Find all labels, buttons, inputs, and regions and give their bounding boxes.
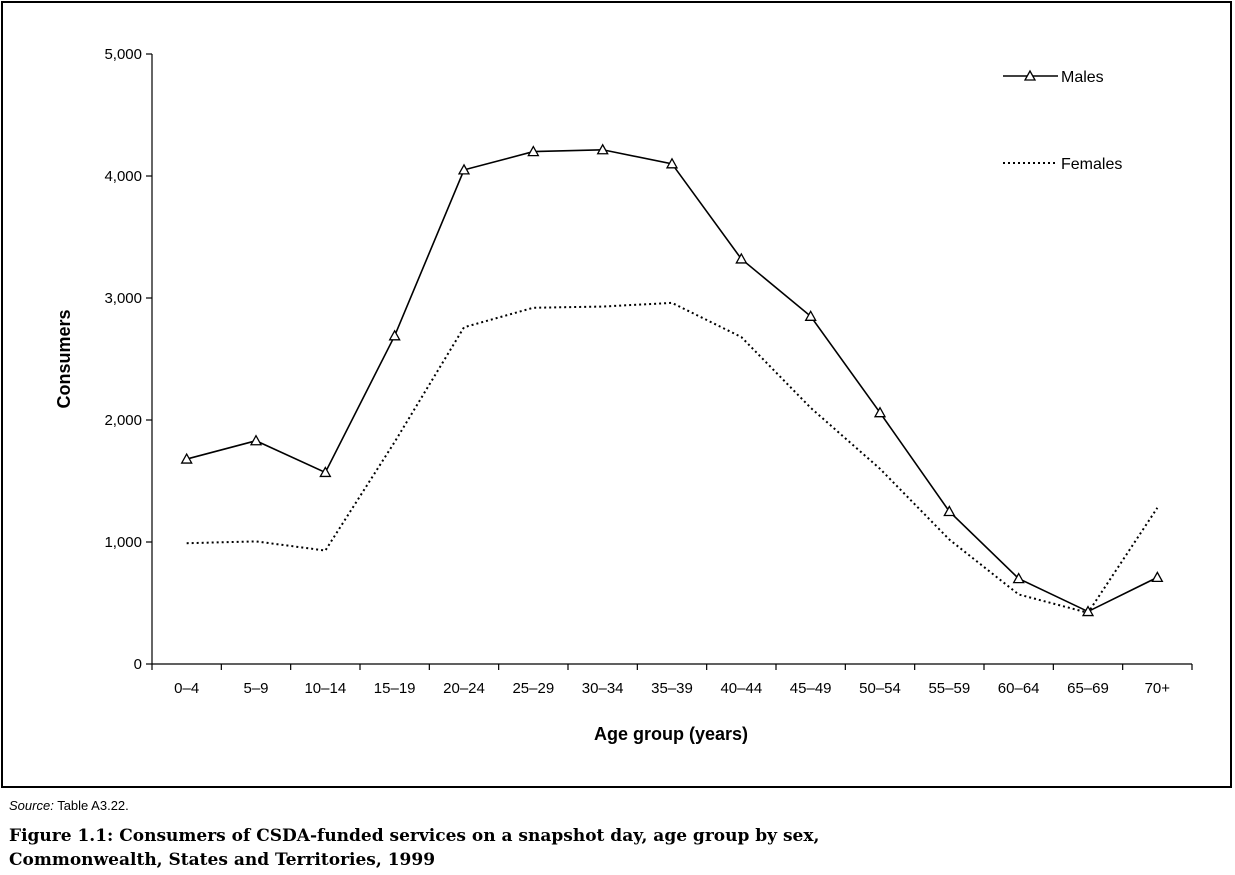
males-point-marker: [1012, 572, 1025, 584]
males-point-marker: [735, 252, 748, 264]
series-males-line: [186, 148, 1158, 613]
x-tick-label: 25–29: [512, 680, 554, 697]
x-tick-label: 10–14: [304, 680, 346, 697]
x-tick-label: 30–34: [582, 680, 624, 697]
x-tick-label: 65–69: [1067, 680, 1109, 697]
y-axis-title: Consumers: [54, 309, 74, 408]
x-tick-label: 15–19: [374, 680, 416, 697]
chart-series: [180, 143, 1164, 617]
males-point-marker: [457, 163, 471, 175]
x-tick-label: 5–9: [243, 680, 268, 697]
x-tick-label: 20–24: [443, 680, 485, 697]
x-tick-label: 60–64: [998, 680, 1040, 697]
males-point-marker: [319, 466, 332, 478]
males-point-marker: [596, 143, 609, 155]
source-label: Source:: [9, 798, 54, 813]
x-tick-label: 50–54: [859, 680, 901, 697]
caption-line-2: Commonwealth, States and Territories, 19…: [9, 850, 436, 870]
males-point-marker: [1151, 571, 1164, 583]
y-tick-label: 4,000: [104, 168, 142, 185]
x-axis-title: Age group (years): [594, 724, 748, 744]
y-tick-label: 5,000: [104, 46, 142, 63]
source-note: Source: Table A3.22.: [9, 798, 129, 813]
males-point-marker: [388, 329, 401, 341]
males-point-marker: [665, 157, 679, 169]
x-tick-label: 70+: [1145, 680, 1171, 697]
legend-females-label: Females: [1061, 156, 1122, 173]
males-point-marker: [1081, 605, 1095, 617]
legend-males-label: Males: [1061, 69, 1104, 86]
males-point-marker: [873, 406, 887, 418]
y-tick-label: 0: [134, 656, 142, 673]
y-tick-label: 2,000: [104, 412, 142, 429]
males-point-marker: [943, 505, 956, 517]
y-tick-label: 1,000: [104, 534, 142, 551]
males-point-marker: [804, 309, 817, 321]
x-tick-label: 35–39: [651, 680, 693, 697]
source-text: Table A3.22.: [57, 798, 129, 813]
chart-legend: Males Females: [1003, 69, 1122, 173]
chart-axes: 0 1,000 2,000 3,000 4,000 5,000 0–4 5–9 10–14 15–…: [104, 46, 1193, 697]
figure-caption: Figure 1.1: Consumers of CSDA-funded ser…: [9, 824, 1219, 872]
x-tick-label: 40–44: [720, 680, 762, 697]
legend-males-marker: [1023, 69, 1037, 81]
males-point-marker: [180, 452, 193, 464]
y-tick-label: 3,000: [104, 290, 142, 307]
males-point-marker: [249, 434, 263, 446]
x-tick-label: 45–49: [790, 680, 832, 697]
figure-frame: [1, 1, 1232, 788]
caption-line-1: Figure 1.1: Consumers of CSDA-funded ser…: [9, 826, 820, 846]
line-chart: 0 1,000 2,000 3,000 4,000 5,000 0–4 5–9 10–14 15–…: [54, 46, 1193, 744]
males-point-marker: [527, 145, 540, 157]
x-tick-label: 0–4: [174, 680, 199, 697]
x-tick-label: 55–59: [928, 680, 970, 697]
